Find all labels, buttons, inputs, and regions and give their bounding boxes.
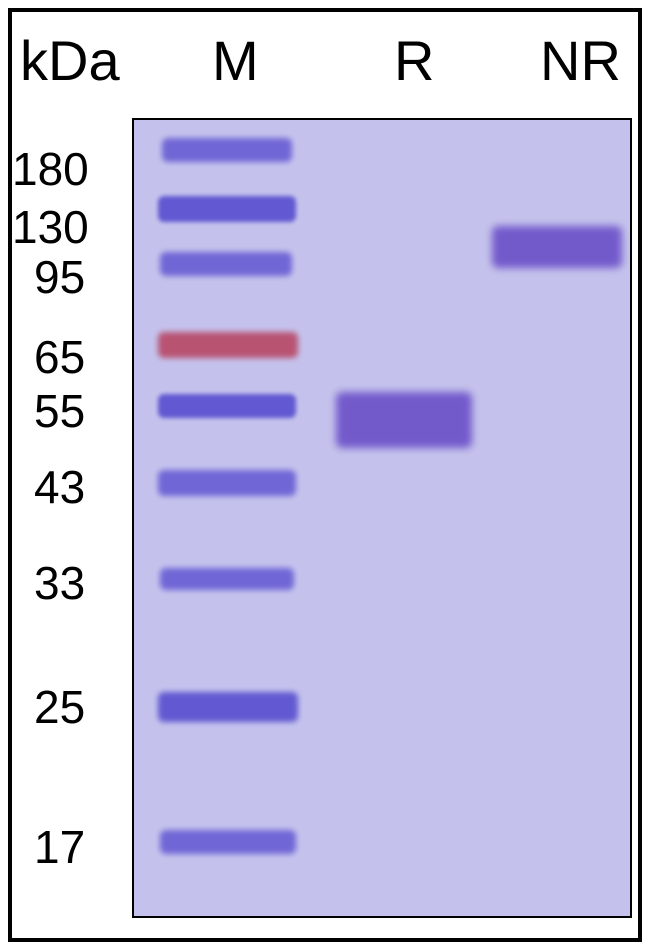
ladder-band — [158, 470, 296, 496]
weight-label: 130 — [12, 200, 89, 254]
weight-label: 43 — [34, 460, 85, 514]
ladder-band — [158, 196, 296, 222]
weight-label: 95 — [34, 250, 85, 304]
weight-label: 65 — [34, 330, 85, 384]
ladder-band — [160, 252, 292, 276]
weight-label: 33 — [34, 556, 85, 610]
header-reduced: R — [394, 28, 434, 93]
ladder-band — [162, 138, 292, 162]
ladder-band — [160, 830, 296, 854]
ladder-band — [158, 332, 298, 358]
header-nonreduced: NR — [540, 28, 621, 93]
header-kda: kDa — [20, 28, 120, 93]
ladder-band — [158, 692, 298, 722]
ladder-band — [160, 568, 294, 590]
header-marker: M — [212, 28, 259, 93]
nr-lane-band — [492, 226, 622, 268]
ladder-band — [158, 394, 296, 418]
weight-label: 17 — [34, 820, 85, 874]
weight-label: 25 — [34, 680, 85, 734]
r-lane-band — [336, 392, 472, 448]
weight-label: 180 — [12, 142, 89, 196]
weight-label: 55 — [34, 384, 85, 438]
